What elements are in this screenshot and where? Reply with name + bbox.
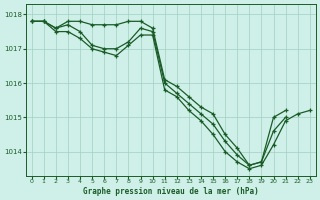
X-axis label: Graphe pression niveau de la mer (hPa): Graphe pression niveau de la mer (hPa) — [83, 187, 259, 196]
